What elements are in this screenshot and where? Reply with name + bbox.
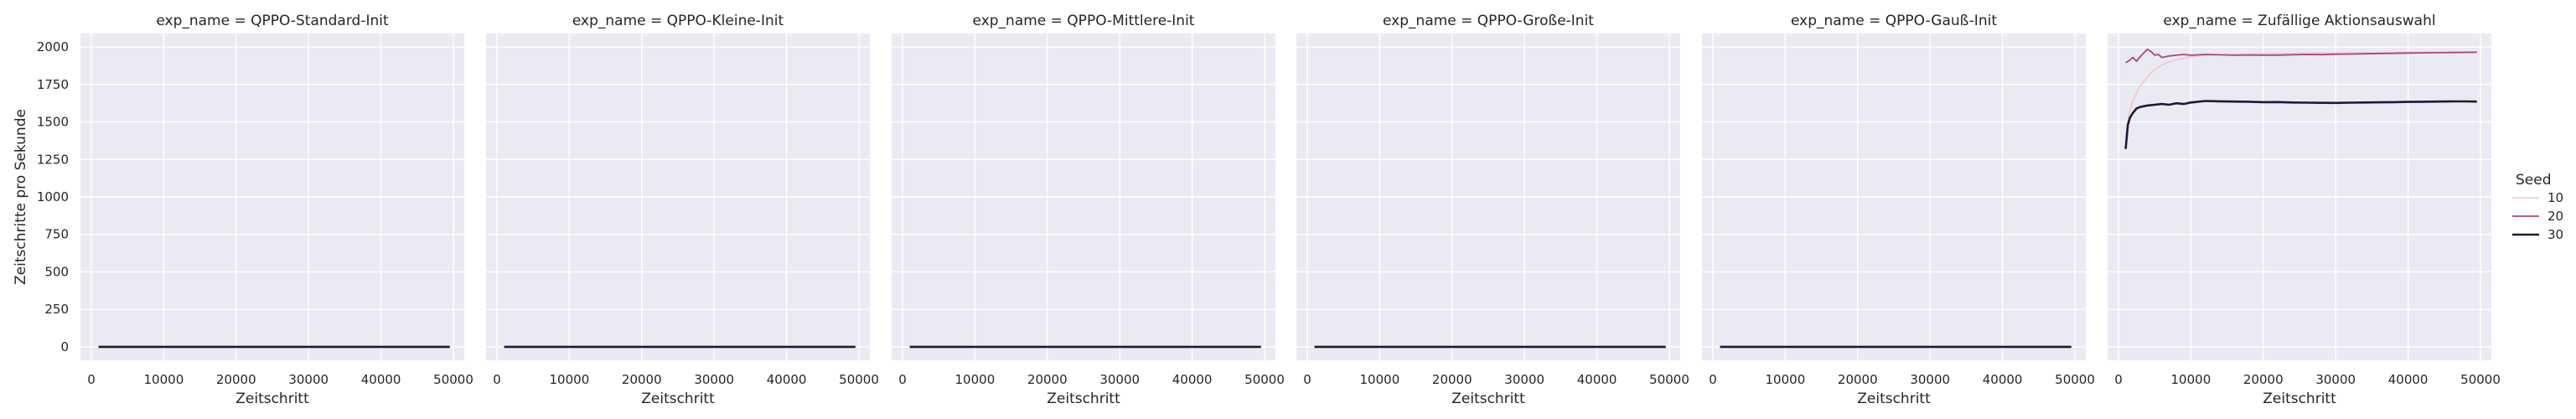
- x-tick-label: 50000: [839, 372, 879, 387]
- series-line-seed-10: [2124, 51, 2477, 137]
- chart-panel-4: 0 10000 20000 30000 40000 50000 exp_name = QPP…: [1296, 13, 1689, 407]
- panel-title: exp_name = Zufällige Aktionsauswahl: [2163, 13, 2435, 29]
- x-axis-label: Zeitschritt: [1451, 391, 1525, 407]
- y-tick-label: 1500: [37, 115, 69, 130]
- legend-title: Seed: [2516, 172, 2552, 189]
- y-tick-label: 1750: [37, 77, 69, 92]
- y-tick-label: 500: [44, 264, 69, 279]
- x-tick-label: 20000: [216, 372, 256, 387]
- x-tick-label: 10000: [1360, 372, 1400, 387]
- chart-panel-3: 0 10000 20000 30000 40000 50000 exp_name = QPP…: [892, 13, 1285, 407]
- x-tick-label: 30000: [1099, 372, 1140, 387]
- chart-panel-6: 0 10000 20000 30000 40000 50000 exp_name = Zuf…: [2108, 13, 2501, 407]
- x-axis-label: Zeitschritt: [2263, 391, 2336, 407]
- x-tick-label: 0: [87, 372, 96, 387]
- x-tick-label: 40000: [361, 372, 401, 387]
- chart-panels: 0 10000 20000 30000 40000 5000002505007501000…: [37, 13, 2501, 407]
- x-tick-label: 10000: [144, 372, 184, 387]
- x-tick-label: 0: [898, 372, 907, 387]
- x-tick-label: 30000: [1910, 372, 1950, 387]
- series-line-seed-20: [2125, 48, 2477, 64]
- x-tick-label: 20000: [1432, 372, 1472, 387]
- x-tick-label: 20000: [1838, 372, 1878, 387]
- x-tick-label: 40000: [767, 372, 807, 387]
- x-tick-label: 40000: [1172, 372, 1213, 387]
- x-tick-label: 30000: [694, 372, 734, 387]
- x-tick-label: 10000: [2171, 372, 2211, 387]
- panel-title: exp_name = QPPO-Kleine-Init: [572, 13, 784, 29]
- series-line-seed-30: [2124, 100, 2477, 149]
- x-tick-label: 20000: [2243, 372, 2284, 387]
- x-axis-label: Zeitschritt: [641, 391, 715, 407]
- x-tick-label: 40000: [1983, 372, 2023, 387]
- x-axis-label: Zeitschritt: [235, 391, 309, 407]
- x-tick-label: 0: [2114, 372, 2123, 387]
- x-tick-label: 0: [1709, 372, 1717, 387]
- y-tick-label: 750: [44, 227, 69, 242]
- x-tick-label: 50000: [2460, 372, 2501, 387]
- y-axis-label: Zeitschritte pro Sekunde: [13, 109, 29, 285]
- chart-panel-1: 0 10000 20000 30000 40000 50000 0 250 500 750 1000…: [37, 13, 473, 407]
- x-tick-label: 30000: [1504, 372, 1544, 387]
- x-tick-label: 50000: [2055, 372, 2095, 387]
- y-tick-label: 250: [44, 302, 69, 317]
- x-tick-label: 0: [493, 372, 501, 387]
- panel-title: exp_name = QPPO-Mittlere-Init: [973, 13, 1195, 29]
- legend-entries: 10 20 30: [2512, 190, 2563, 242]
- x-tick-label: 10000: [550, 372, 590, 387]
- x-tick-label: 10000: [955, 372, 996, 387]
- y-tick-label: 1250: [37, 152, 69, 167]
- x-axis-label: Zeitschritt: [1047, 391, 1120, 407]
- x-tick-label: 20000: [622, 372, 662, 387]
- legend-label-seed-30: 30: [2548, 227, 2563, 242]
- panel-title: exp_name = QPPO-Gauß-Init: [1791, 13, 1997, 29]
- y-tick-label: 2000: [37, 39, 69, 54]
- y-tick-label: 1000: [37, 189, 69, 204]
- x-tick-label: 20000: [1027, 372, 1068, 387]
- legend-label-seed-20: 20: [2548, 209, 2563, 224]
- chart-panel-2: 0 10000 20000 30000 40000 50000 exp_name = QPP…: [486, 13, 879, 407]
- x-tick-label: 50000: [1244, 372, 1285, 387]
- y-tick-label: 0: [60, 339, 69, 354]
- panel-title: exp_name = QPPO-Standard-Init: [156, 13, 389, 29]
- x-tick-label: 40000: [2388, 372, 2429, 387]
- panel-title: exp_name = QPPO-Große-Init: [1383, 13, 1594, 29]
- x-tick-label: 30000: [2315, 372, 2356, 387]
- x-tick-label: 50000: [1649, 372, 1689, 387]
- chart-panel-5: 0 10000 20000 30000 40000 50000 exp_name = QPP…: [1702, 13, 2095, 407]
- legend-label-seed-10: 10: [2548, 190, 2563, 205]
- x-tick-label: 10000: [1766, 372, 1806, 387]
- legend: Seed 10 20 30: [2512, 172, 2563, 242]
- x-tick-label: 40000: [1577, 372, 1617, 387]
- x-tick-label: 50000: [433, 372, 473, 387]
- x-tick-label: 30000: [288, 372, 328, 387]
- x-axis-label: Zeitschritt: [1857, 391, 1931, 407]
- x-tick-label: 0: [1303, 372, 1311, 387]
